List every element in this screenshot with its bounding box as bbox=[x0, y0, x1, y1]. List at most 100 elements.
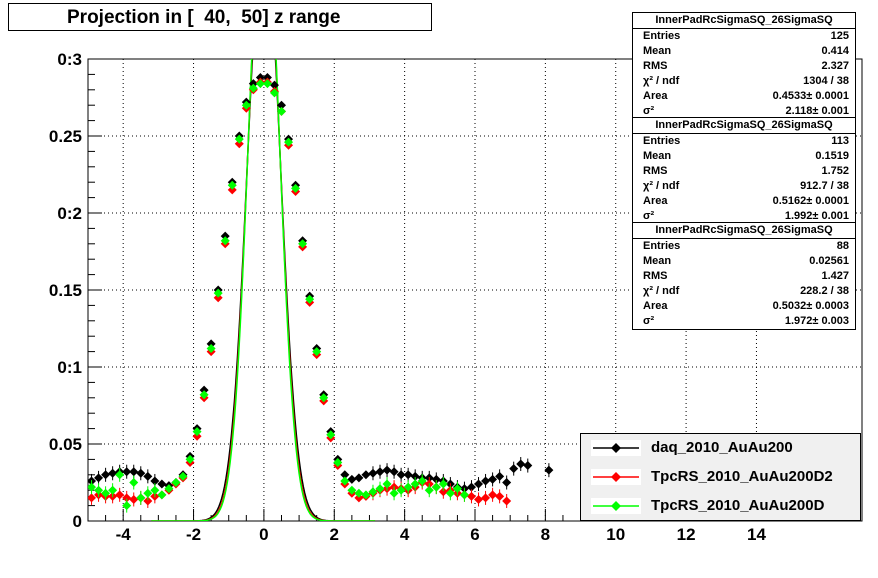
data-point bbox=[199, 385, 209, 395]
stats-value: 1.992± 0.001 bbox=[784, 210, 849, 222]
data-point bbox=[227, 185, 237, 195]
stats-key: Entries bbox=[643, 30, 681, 42]
stats-value: 1304 / 38 bbox=[803, 75, 849, 87]
y-tick-label: 0:2 bbox=[57, 204, 82, 223]
y-tick-label: 0.25 bbox=[49, 127, 82, 146]
data-point bbox=[108, 485, 118, 495]
stats-row: σ² 1.972± 0.003 bbox=[633, 314, 855, 329]
data-point bbox=[375, 484, 385, 494]
data-point bbox=[213, 288, 223, 298]
x-tick-label: 10 bbox=[606, 525, 625, 544]
data-point bbox=[431, 482, 441, 492]
data-point bbox=[108, 468, 118, 478]
data-point bbox=[269, 88, 279, 98]
legend-entry: TpcRS_2010_AuAu200D bbox=[581, 492, 860, 521]
data-point bbox=[122, 467, 132, 477]
stats-value: 113 bbox=[831, 135, 849, 147]
data-point bbox=[143, 488, 153, 498]
legend-entry: daq_2010_AuAu200 bbox=[581, 434, 860, 463]
data-point bbox=[502, 496, 512, 506]
data-point bbox=[403, 482, 413, 492]
stats-row: σ² 1.992± 0.001 bbox=[633, 209, 855, 224]
data-point bbox=[502, 478, 512, 487]
x-tick-label: -2 bbox=[186, 525, 201, 544]
data-point bbox=[417, 476, 427, 486]
y-tick-label: 0 bbox=[73, 512, 82, 531]
stats-header: InnerPadRcSigmaSQ_26SigmaSQ bbox=[633, 13, 855, 29]
stats-value: 912.7 / 38 bbox=[800, 180, 849, 192]
stats-row: χ² / ndf 228.2 / 38 bbox=[633, 284, 855, 299]
data-point bbox=[164, 484, 174, 494]
stats-value: 1.752 bbox=[821, 165, 849, 177]
x-tick-label: -4 bbox=[116, 525, 132, 544]
legend-entry: TpcRS_2010_AuAu200D2 bbox=[581, 463, 860, 492]
data-point bbox=[150, 485, 160, 495]
data-point bbox=[382, 465, 392, 475]
data-point bbox=[445, 488, 455, 498]
stats-row: χ² / ndf 912.7 / 38 bbox=[633, 179, 855, 194]
x-tick-label: 4 bbox=[400, 525, 410, 544]
data-point bbox=[178, 471, 188, 481]
data-point bbox=[255, 79, 265, 89]
plot-area bbox=[88, 59, 554, 521]
data-point bbox=[403, 470, 413, 480]
stats-value: 0.02561 bbox=[809, 255, 849, 267]
data-point bbox=[459, 490, 469, 500]
y-tick-label: 0:1 bbox=[57, 358, 82, 377]
stats-key: RMS bbox=[643, 165, 668, 177]
stats-value: 88 bbox=[836, 240, 849, 252]
stats-header: InnerPadRcSigmaSQ_26SigmaSQ bbox=[633, 223, 855, 239]
stats-row: Entries 113 bbox=[633, 134, 855, 149]
data-point bbox=[115, 470, 125, 480]
stats-value: 0.414 bbox=[821, 45, 849, 57]
data-point bbox=[88, 493, 97, 503]
stats-key: Mean bbox=[643, 150, 672, 162]
data-point bbox=[227, 180, 237, 190]
x-tick-label: 14 bbox=[747, 525, 766, 544]
data-point bbox=[326, 430, 336, 440]
stats-row: Entries 125 bbox=[633, 29, 855, 44]
stats-key: χ² / ndf bbox=[643, 75, 680, 87]
data-point bbox=[192, 431, 202, 441]
data-point bbox=[319, 393, 329, 403]
data-point bbox=[354, 473, 364, 483]
stats-value: 0.5032± 0.0003 bbox=[772, 300, 849, 312]
data-point bbox=[382, 479, 392, 489]
stats-key: χ² / ndf bbox=[643, 180, 680, 192]
stats-value: 0.1519 bbox=[815, 150, 849, 162]
data-point bbox=[340, 470, 350, 480]
x-tick-label: 12 bbox=[677, 525, 696, 544]
data-point bbox=[129, 478, 139, 487]
data-point bbox=[361, 470, 371, 480]
data-point bbox=[94, 485, 104, 495]
stats-value: 0.5162± 0.0001 bbox=[772, 195, 849, 207]
stats-box: InnerPadRcSigmaSQ_26SigmaSQ Entries 125 Mea… bbox=[632, 12, 856, 120]
data-point bbox=[544, 465, 554, 475]
data-point bbox=[101, 488, 111, 498]
data-point bbox=[347, 485, 357, 495]
x-tick-label: 8 bbox=[541, 525, 550, 544]
data-point bbox=[150, 476, 160, 486]
data-point bbox=[424, 485, 434, 495]
legend-marker bbox=[591, 440, 641, 456]
data-point bbox=[192, 427, 202, 437]
data-point bbox=[291, 183, 301, 193]
y-tick-label: 0:3 bbox=[57, 50, 82, 69]
data-point bbox=[206, 344, 216, 354]
data-point bbox=[241, 100, 251, 110]
stats-row: Area 0.5162± 0.0001 bbox=[633, 194, 855, 209]
stats-row: RMS 2.327 bbox=[633, 59, 855, 74]
stats-row: σ² 2.118± 0.001 bbox=[633, 104, 855, 119]
data-point bbox=[234, 139, 244, 149]
stats-value: 1.427 bbox=[821, 270, 849, 282]
stats-key: χ² / ndf bbox=[643, 285, 680, 297]
data-point bbox=[199, 390, 209, 400]
data-point bbox=[488, 474, 498, 484]
data-point bbox=[220, 231, 230, 241]
data-point bbox=[481, 493, 491, 503]
stats-key: Entries bbox=[643, 135, 681, 147]
x-tick-label: 6 bbox=[470, 525, 479, 544]
data-point bbox=[389, 467, 399, 477]
data-point bbox=[466, 491, 476, 501]
data-point bbox=[248, 79, 258, 89]
